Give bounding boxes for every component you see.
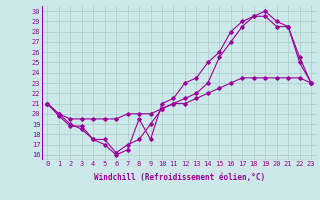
X-axis label: Windchill (Refroidissement éolien,°C): Windchill (Refroidissement éolien,°C): [94, 173, 265, 182]
